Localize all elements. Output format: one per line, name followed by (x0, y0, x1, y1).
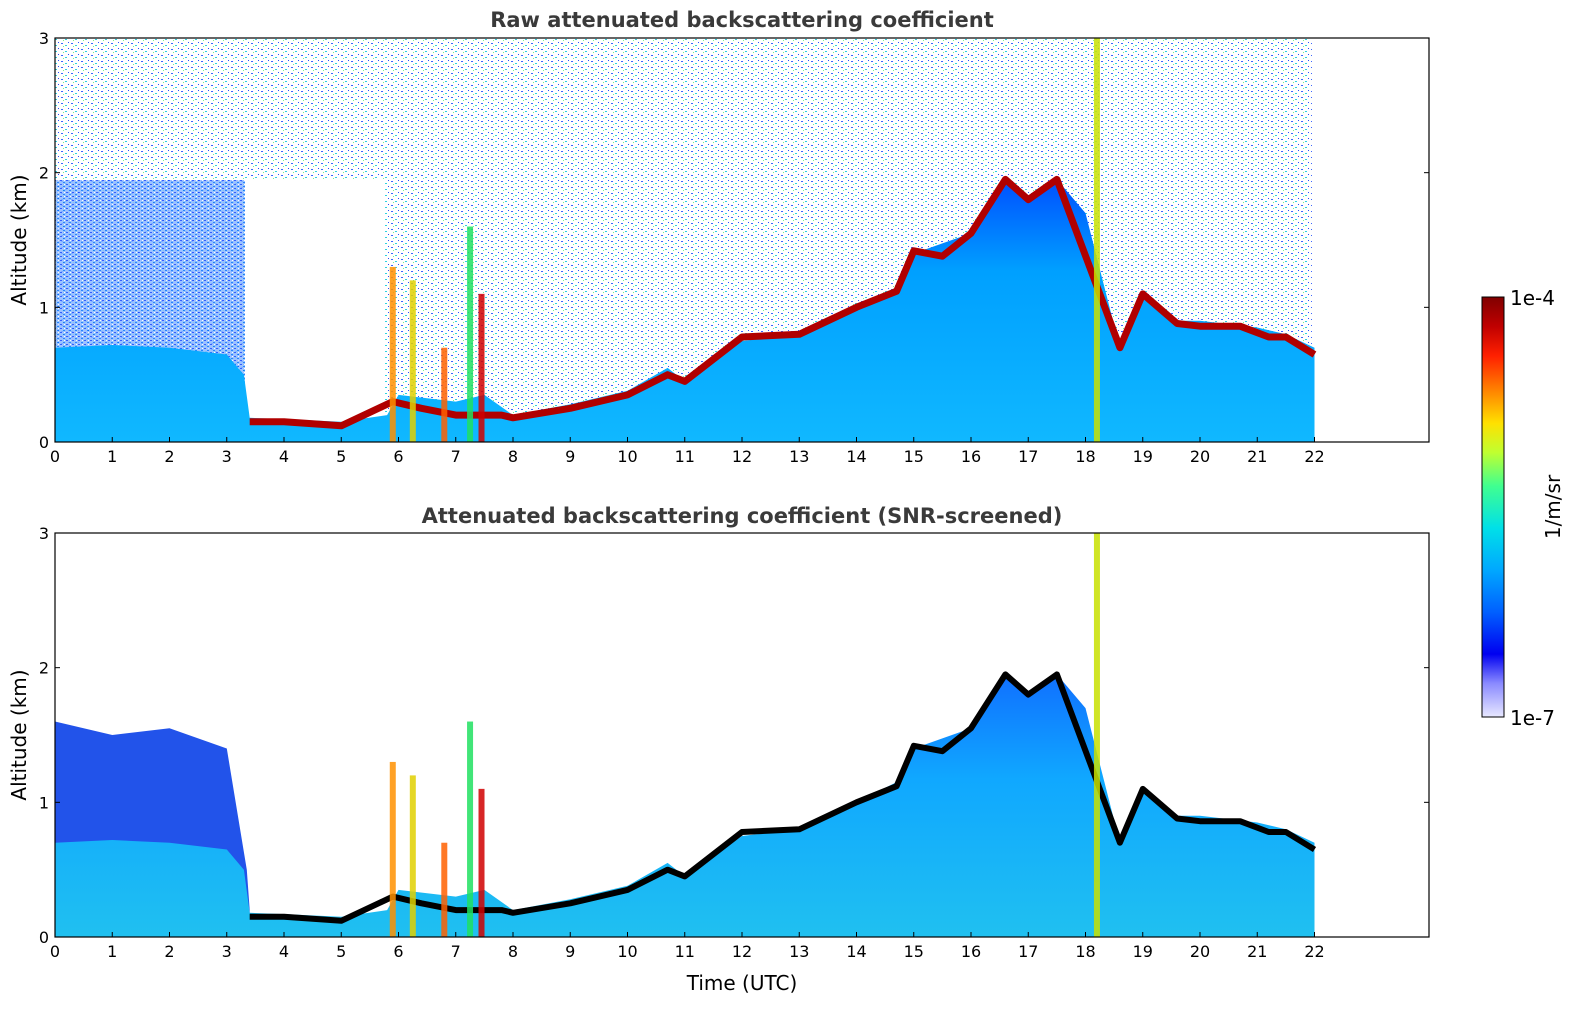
raw-xtick-label: 2 (164, 447, 174, 466)
screened-cloud-layer (249, 671, 1317, 924)
raw-xtick-label: 21 (1247, 447, 1267, 466)
spike-mark (467, 721, 474, 937)
spike-mark (478, 788, 485, 937)
raw-xtick-label: 13 (789, 447, 809, 466)
raw-ytick-label: 0 (39, 433, 49, 452)
colorbar-unit-label: 1/m/sr (1541, 474, 1565, 539)
panel-screened-heatmap (55, 533, 1429, 937)
raw-xtick-label: 22 (1304, 447, 1324, 466)
panel-raw-y-ticks: 0 1 2 3 (39, 29, 1429, 452)
screened-xtick-label: 18 (1075, 942, 1095, 961)
screened-xtick-label: 11 (675, 942, 695, 961)
raw-xtick-label: 7 (451, 447, 461, 466)
screened-xtick-label: 17 (1018, 942, 1038, 961)
spike-mark (1093, 38, 1100, 442)
colorbar-min-label: 1e-7 (1510, 706, 1555, 730)
screened-xtick-label: 7 (451, 942, 461, 961)
raw-boundary-layer (55, 179, 1315, 442)
spike-mark (409, 280, 416, 442)
raw-spikes (389, 38, 1100, 442)
raw-xtick-label: 0 (50, 447, 60, 466)
screened-xtick-label: 13 (789, 942, 809, 961)
screened-boundary-layer (55, 674, 1315, 937)
screened-xtick-label: 5 (336, 942, 346, 961)
raw-ytick-label: 2 (39, 164, 49, 183)
screened-xtick-label: 4 (279, 942, 289, 961)
panel-screened-y-ticks: 0 1 2 3 (39, 524, 1429, 947)
raw-xtick-label: 6 (393, 447, 403, 466)
raw-xtick-label: 1 (107, 447, 117, 466)
raw-xtick-label: 19 (1133, 447, 1153, 466)
raw-xtick-label: 9 (565, 447, 575, 466)
raw-xtick-label: 5 (336, 447, 346, 466)
raw-ytick-label: 3 (39, 29, 49, 48)
colorbar-max-label: 1e-4 (1510, 286, 1555, 310)
screened-xtick-label: 16 (961, 942, 981, 961)
screened-xtick-label: 3 (222, 942, 232, 961)
screened-xtick-label: 15 (904, 942, 924, 961)
panel-screened-title: Attenuated backscattering coefficient (S… (422, 504, 1063, 528)
screened-ytick-label: 2 (39, 659, 49, 678)
panel-raw-x-ticks: 0 1 2 3 4 5 6 7 8 9 10 11 12 13 14 15 16 17 18 19 20 21 22 (50, 437, 1325, 466)
spike-mark (389, 761, 396, 937)
panel-screened-ylabel: Altitude (km) (7, 669, 31, 800)
screened-xtick-label: 2 (164, 942, 174, 961)
raw-clear-region (245, 180, 385, 442)
spike-mark (478, 293, 485, 442)
screened-xtick-label: 19 (1133, 942, 1153, 961)
screened-xtick-label: 12 (732, 942, 752, 961)
panel-raw-ylabel: Altitude (km) (7, 174, 31, 305)
raw-xtick-label: 10 (617, 447, 637, 466)
spike-mark (467, 226, 474, 442)
raw-xtick-label: 14 (846, 447, 866, 466)
raw-xtick-label: 15 (904, 447, 924, 466)
screened-spikes (389, 533, 1100, 937)
spike-mark (441, 842, 448, 937)
panel-screened: Attenuated backscattering coefficient (S… (7, 504, 1430, 995)
panel-screened-xlabel: Time (UTC) (686, 971, 798, 995)
raw-xtick-label: 16 (961, 447, 981, 466)
raw-xtick-label: 17 (1018, 447, 1038, 466)
screened-ytick-label: 1 (39, 793, 49, 812)
screened-xtick-label: 14 (846, 942, 866, 961)
screened-xtick-label: 6 (393, 942, 403, 961)
panel-screened-x-ticks: 0 1 2 3 4 5 6 7 8 9 10 11 12 13 14 15 16 17 18 19 20 21 22 (50, 932, 1325, 961)
spike-mark (389, 266, 396, 442)
screened-ytick-label: 0 (39, 928, 49, 947)
raw-ytick-label: 1 (39, 298, 49, 317)
screened-xtick-label: 21 (1247, 942, 1267, 961)
screened-xtick-label: 9 (565, 942, 575, 961)
raw-xtick-label: 12 (732, 447, 752, 466)
raw-cloud-layer (249, 175, 1317, 430)
raw-xtick-label: 11 (675, 447, 695, 466)
screened-xtick-label: 0 (50, 942, 60, 961)
screened-xtick-label: 1 (107, 942, 117, 961)
raw-xtick-label: 3 (222, 447, 232, 466)
screened-xtick-label: 20 (1190, 942, 1210, 961)
spike-mark (409, 775, 416, 937)
spike-mark (1093, 533, 1100, 937)
panel-raw-title: Raw attenuated backscattering coefficien… (490, 8, 994, 32)
raw-xtick-label: 18 (1075, 447, 1095, 466)
colorbar-gradient (1481, 296, 1505, 718)
screened-ytick-label: 3 (39, 524, 49, 543)
screened-xtick-label: 10 (617, 942, 637, 961)
colorbar: 1e-4 1e-7 1/m/sr (1481, 286, 1565, 730)
raw-xtick-label: 4 (279, 447, 289, 466)
spike-mark (441, 347, 448, 442)
screened-xtick-label: 22 (1304, 942, 1324, 961)
panel-raw: Raw attenuated backscattering coefficien… (7, 8, 1430, 466)
screened-xtick-label: 8 (508, 942, 518, 961)
panel-raw-heatmap (55, 38, 1317, 442)
raw-xtick-label: 20 (1190, 447, 1210, 466)
raw-xtick-label: 8 (508, 447, 518, 466)
